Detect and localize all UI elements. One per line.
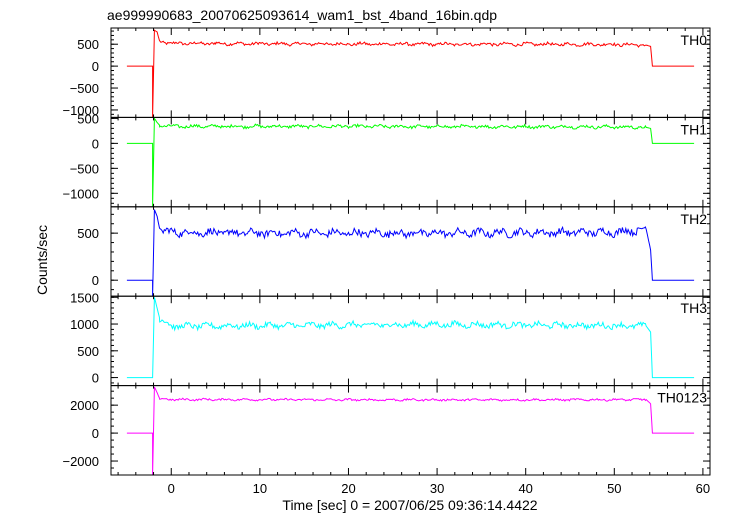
x-tick-label: 30	[430, 481, 444, 496]
y-tick-label: 2000	[70, 398, 99, 413]
y-tick-label: 500	[77, 344, 99, 359]
panel-label-th3: TH3	[681, 300, 708, 316]
panel-label-th2: TH2	[681, 211, 708, 227]
y-tick-label: 500	[77, 111, 99, 126]
chart-title: ae999990683_20070625093614_wam1_bst_4ban…	[107, 7, 497, 23]
x-tick-label: 0	[168, 481, 175, 496]
x-tick-label: 10	[253, 481, 267, 496]
y-tick-label: −1000	[62, 103, 99, 118]
y-tick-label: −2000	[62, 454, 99, 469]
panel-frame	[110, 116, 711, 208]
y-tick-label: −500	[70, 161, 99, 176]
panel-th2: 0 500 TH2	[77, 206, 711, 297]
series-line-th3	[126, 297, 695, 379]
panel-frame	[110, 295, 711, 387]
y-axis-label: Counts/sec	[34, 225, 50, 295]
panel-frame	[110, 27, 711, 118]
x-tick-label: 40	[518, 481, 532, 496]
x-tick-label: 20	[341, 481, 355, 496]
panel-label-th0123: TH0123	[657, 390, 707, 406]
y-tick-label: −1000	[62, 186, 99, 201]
panel-label-th1: TH1	[681, 121, 708, 137]
panel-th3: 0 500 1000 1500 TH3	[70, 290, 711, 387]
y-tick-label: 0	[92, 426, 99, 441]
y-tick-label: 1000	[70, 317, 99, 332]
panel-frame	[110, 385, 711, 476]
y-tick-label: 0	[92, 136, 99, 151]
y-tick-label: 1500	[70, 290, 99, 305]
y-tick-label: −500	[70, 81, 99, 96]
y-tick-label: 0	[92, 59, 99, 74]
y-tick-label: 0	[92, 273, 99, 288]
x-tick-label: 50	[607, 481, 621, 496]
panel-th1: −1000 −500 0 500 TH1	[62, 111, 711, 208]
x-axis-label: Time [sec] 0 = 2007/06/25 09:36:14.4422	[282, 497, 537, 513]
series-line-th2	[126, 209, 695, 297]
panel-frame	[110, 206, 711, 297]
y-tick-label: 500	[77, 226, 99, 241]
y-tick-label: 0	[92, 371, 99, 386]
series-line-th0123	[126, 386, 695, 476]
series-line-th1	[126, 116, 695, 207]
x-tick-label: 60	[696, 481, 710, 496]
series-line-th0	[126, 29, 695, 118]
y-tick-label: 500	[77, 37, 99, 52]
panel-label-th0: TH0	[681, 32, 708, 48]
panel-th0: −1000 −500 0 500 TH0	[62, 27, 711, 118]
panel-th0123: −2000 0 2000 TH0123	[62, 385, 711, 476]
